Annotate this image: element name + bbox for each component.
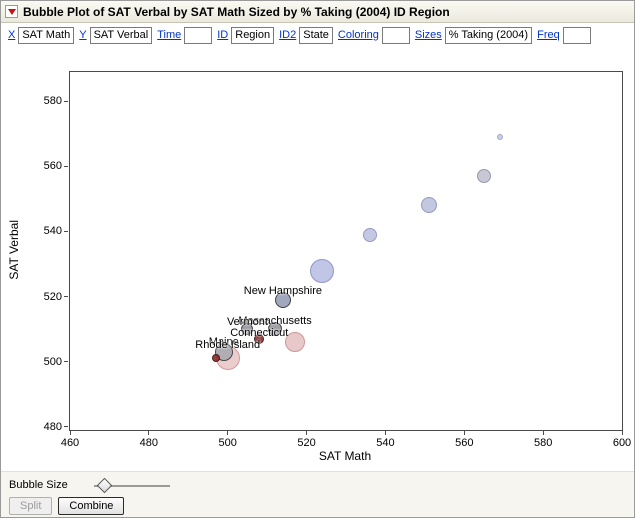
x-axis-tick bbox=[542, 431, 544, 435]
y-variable-box[interactable]: SAT Verbal bbox=[89, 26, 153, 44]
x-axis-tick-label: 460 bbox=[60, 437, 80, 449]
bubble[interactable] bbox=[420, 197, 437, 214]
y-role-link[interactable]: Y bbox=[79, 29, 87, 41]
freq-role-link[interactable]: Freq bbox=[537, 29, 560, 41]
combine-button[interactable]: Combine bbox=[58, 497, 125, 515]
coloring-variable-box[interactable] bbox=[381, 26, 410, 44]
x-axis-tick bbox=[306, 431, 308, 435]
bubble-massachusetts[interactable] bbox=[268, 322, 283, 337]
x-role-link[interactable]: X bbox=[8, 29, 16, 41]
x-axis-tick bbox=[227, 431, 229, 435]
sizes-variable-box[interactable]: % Taking (2004) bbox=[444, 26, 533, 44]
x-axis-tick-label: 560 bbox=[455, 437, 474, 449]
bubble-connecticut[interactable] bbox=[254, 333, 265, 344]
bubble[interactable] bbox=[477, 169, 491, 184]
x-axis-tick-label: 500 bbox=[218, 437, 237, 449]
x-variable-box[interactable]: SAT Math bbox=[18, 26, 75, 44]
y-axis-tick bbox=[64, 426, 68, 428]
bubble-size-slider-track[interactable] bbox=[94, 485, 170, 487]
bubble-vermont[interactable] bbox=[241, 323, 254, 336]
x-axis-tick-label: 580 bbox=[533, 437, 553, 449]
report-title-bar: Bubble Plot of SAT Verbal by SAT Math Si… bbox=[1, 1, 634, 23]
bubble[interactable] bbox=[496, 134, 503, 141]
plot-area: SAT Verbal 460 480 500 520 540 560 580 600 480 50… bbox=[1, 47, 634, 471]
id2-role-link[interactable]: ID2 bbox=[279, 29, 297, 41]
x-axis-tick-label: 600 bbox=[612, 437, 632, 449]
x-axis-tick-label: 520 bbox=[297, 437, 316, 449]
bubble-label: New Hampshire bbox=[243, 284, 323, 297]
bubble-label: Maine bbox=[208, 335, 239, 348]
x-axis-tick bbox=[148, 431, 150, 435]
y-axis-tick bbox=[64, 361, 68, 363]
x-axis-tick bbox=[384, 431, 386, 435]
y-axis-title: SAT Verbal bbox=[7, 220, 21, 280]
id2-variable-box[interactable]: State bbox=[299, 26, 333, 44]
red-triangle-icon bbox=[7, 8, 16, 15]
sizes-role-link[interactable]: Sizes bbox=[414, 29, 442, 41]
y-axis-tick bbox=[64, 165, 68, 167]
y-axis-tick-label: 560 bbox=[43, 160, 62, 173]
y-axis-tick bbox=[64, 230, 68, 232]
bubble-new-hampshire[interactable] bbox=[274, 291, 291, 308]
x-axis-tick-label: 540 bbox=[376, 437, 395, 449]
bubble-label: Vermont bbox=[226, 316, 268, 329]
bubble-label: Massachusetts bbox=[238, 315, 312, 328]
y-axis-tick-label: 580 bbox=[43, 95, 62, 108]
button-row: Split Combine bbox=[9, 497, 125, 515]
x-axis-title: SAT Math bbox=[318, 449, 372, 463]
variable-role-strip: X SAT Math Y SAT Verbal Time ID Region I… bbox=[1, 23, 634, 47]
page-title: Bubble Plot of SAT Verbal by SAT Math Si… bbox=[23, 4, 450, 19]
freq-variable-box[interactable] bbox=[562, 26, 591, 44]
disclosure-button[interactable] bbox=[5, 5, 18, 18]
y-axis-title-wrap: SAT Verbal bbox=[7, 71, 21, 429]
plot-frame: 460 480 500 520 540 560 580 600 480 500 520 540 560 5… bbox=[44, 71, 631, 449]
y-axis-tick-label: 520 bbox=[43, 290, 62, 303]
y-axis-tick bbox=[64, 296, 68, 298]
bubble-size-slider-thumb[interactable] bbox=[96, 477, 113, 494]
bubble-label: Connecticut bbox=[230, 326, 289, 339]
id-variable-box[interactable]: Region bbox=[231, 26, 275, 44]
time-role-link[interactable]: Time bbox=[157, 29, 182, 41]
split-button: Split bbox=[9, 497, 53, 515]
x-axis-tick-label: 480 bbox=[139, 437, 159, 449]
bubble-size-label: Bubble Size bbox=[9, 479, 68, 491]
y-axis-tick-label: 480 bbox=[43, 420, 62, 433]
bubble[interactable] bbox=[284, 332, 305, 353]
coloring-role-link[interactable]: Coloring bbox=[337, 29, 379, 41]
time-variable-box[interactable] bbox=[184, 26, 213, 44]
y-axis-tick-label: 500 bbox=[43, 355, 62, 368]
bubble[interactable] bbox=[362, 227, 377, 242]
bubble[interactable] bbox=[310, 258, 335, 283]
y-axis-tick-label: 540 bbox=[43, 225, 62, 238]
y-axis-tick bbox=[64, 100, 68, 102]
bubble-label: Rhode Island bbox=[195, 339, 261, 352]
bottom-control-strip: Bubble Size Split Combine bbox=[1, 471, 634, 517]
bubble[interactable] bbox=[211, 354, 220, 363]
x-axis-tick bbox=[69, 431, 71, 435]
id-role-link[interactable]: ID bbox=[217, 29, 229, 41]
x-axis-tick bbox=[621, 431, 623, 435]
x-axis-tick bbox=[463, 431, 465, 435]
